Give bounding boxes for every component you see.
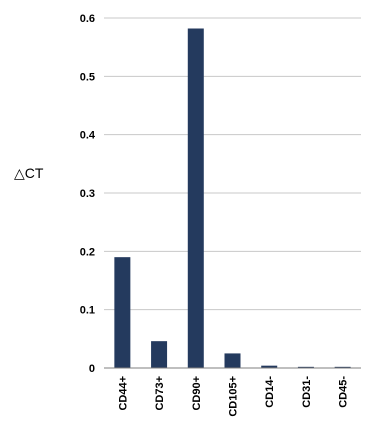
x-category-label: CD90+ (191, 376, 203, 411)
y-tick-label: 0.2 (80, 246, 95, 258)
x-category-label: CD73+ (154, 376, 166, 411)
bar-cd105 (224, 353, 241, 368)
bar-cd14 (261, 365, 278, 368)
y-axis-ticks: 0 0.1 0.2 0.3 0.4 0.5 0.6 (80, 13, 96, 375)
x-category-label: CD14- (264, 376, 276, 408)
x-category-label: CD31- (301, 376, 313, 408)
bar-cd73 (151, 341, 168, 368)
y-axis-label: △CT (14, 165, 44, 181)
bar-cd90 (187, 28, 204, 368)
y-tick-label: 0.3 (80, 188, 95, 200)
bar-cd44 (114, 257, 131, 368)
gridlines (104, 17, 361, 311)
bars (114, 28, 351, 368)
bar-cd45 (334, 366, 351, 368)
bar-cd31 (297, 366, 314, 368)
x-category-label: CD44+ (117, 376, 129, 411)
y-tick-label: 0 (89, 363, 95, 375)
x-axis-labels: CD44+ CD73+ CD90+ CD105+ CD14- CD31- CD45- (117, 376, 349, 417)
y-tick-label: 0.4 (80, 130, 96, 142)
y-tick-label: 0.5 (80, 71, 95, 83)
y-tick-label: 0.1 (80, 305, 95, 317)
x-category-label: CD105+ (228, 376, 240, 417)
y-tick-label: 0.6 (80, 13, 95, 25)
x-category-label: CD45- (338, 376, 350, 408)
